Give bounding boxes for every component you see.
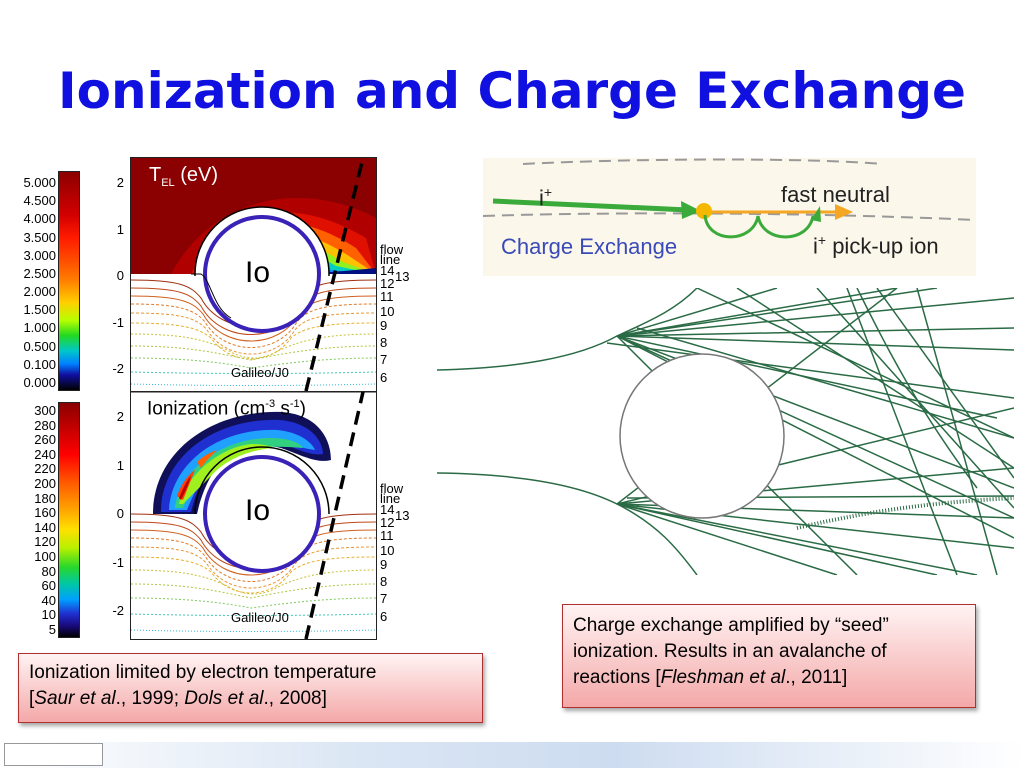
charge-exchange-diagram: i+ fast neutral Charge Exchange i+ pick-… [483,158,976,276]
bottom-panel-label: Ionization (cm-3 s-1) [147,398,306,420]
colorbar-tick: 100 [34,549,56,564]
fast-neutral-label: fast neutral [781,182,890,207]
colorbar-tick: 2.500 [23,265,56,281]
colorbar-tick: 3.500 [23,229,56,245]
flow-line-number: 13 [395,508,410,523]
flow-line-number: 7 [380,591,388,606]
colorbar-tick: 5 [48,622,56,637]
colorbar-tick: 0.000 [23,375,56,390]
colorbar-ionization [58,402,80,638]
galileo-label-top: Galileo/J0 [231,365,289,380]
flow-label: line [380,252,401,267]
y-axis-tick: -2 [112,361,124,376]
electron-temperature-panel: TEL (eV) Io Galileo/J0 [130,157,377,392]
caption-ionization: Ionization limited by electron temperatu… [18,653,483,723]
colorbar-tick: 120 [34,534,56,550]
caption-charge-exchange-line1: Charge exchange amplified by “seed” [573,615,889,636]
colorbar-tick: 3.000 [23,247,56,263]
galileo-label-bottom: Galileo/J0 [231,610,289,625]
slide-thumbnail [4,743,103,766]
flow-line-number: 6 [380,370,388,385]
flow-line-number: 7 [380,352,388,367]
colorbar-tick: 4.500 [23,193,56,209]
colorbar-tick: 220 [34,461,56,477]
ionization-panel: Ionization (cm-3 s-1) Io Galileo/J0 [130,391,377,640]
flow-label: flow [380,481,404,496]
flow-line-number: 10 [380,543,395,558]
colorbar-tick: 80 [41,563,56,579]
y-axis-tick: -2 [112,603,124,618]
colorbar-tick: 280 [34,417,56,433]
colorbar-tick: 240 [34,446,56,462]
charge-exchange-schematic [483,158,976,239]
colorbar-tick: 200 [34,476,56,491]
pickup-ion-label: i+ pick-up ion [813,232,939,259]
flow-label: line [380,491,401,506]
colorbar-tick: 60 [41,578,56,594]
flow-line-number: 14 [380,502,395,517]
flow-line-number: 8 [380,335,388,350]
flow-label: flow [380,242,404,257]
flow-line-number: 8 [380,574,388,589]
y-axis-tick: 0 [116,268,124,283]
flow-line-number: 13 [395,269,410,284]
y-axis-tick: 1 [116,457,124,473]
colorbar-tick: 0.100 [23,356,56,372]
y-axis-tick: 2 [116,175,124,190]
colorbar-tick: 140 [34,519,56,535]
top-panel-label: TEL (eV) [149,164,219,189]
colorbar-tick: 1.000 [23,320,56,336]
flow-line-number: 9 [380,557,388,572]
colorbar-tick: 4.000 [23,211,56,227]
y-axis-tick: 1 [116,221,124,237]
caption-charge-exchange-line2: ionization. Results in an avalanche of [573,641,887,662]
slide-title: Ionization and Charge Exchange [58,62,966,120]
ion-in-label: i+ [539,184,553,211]
io-label-bottom: Io [245,494,271,527]
caption-ionization-line1: Ionization limited by electron temperatu… [29,662,377,683]
colorbar-tick: 0.500 [23,338,56,354]
colorbar-tick: 180 [34,490,56,506]
y-axis-tick: -1 [112,554,124,570]
neutral-trajectories-plot [437,288,1014,575]
flow-line-number: 9 [380,318,388,333]
caption-charge-exchange: Charge exchange amplified by “seed” ioni… [562,604,976,708]
colorbar-tick: 260 [34,432,56,448]
colorbar-tick: 40 [41,592,56,608]
y-axis-tick: 0 [116,506,124,521]
colorbar-tick: 1.500 [23,302,56,318]
io-label-top: Io [245,256,271,289]
colorbar-tick: 300 [34,403,56,418]
colorbar-tick: 160 [34,505,56,521]
ionization-plot [131,392,376,639]
caption-charge-exchange-line3: reactions [Fleshman et al., 2011] [573,667,848,688]
flow-line-number: 11 [380,528,394,543]
neutral-trajectories-figure [437,288,1014,575]
y-axis-tick: 2 [116,409,124,424]
y-axis-tick: -1 [112,314,124,330]
flow-line-number: 11 [380,289,394,304]
flow-line-number: 10 [380,304,395,319]
colorbar-tick: 2.000 [23,284,56,300]
charge-exchange-title: Charge Exchange [501,234,678,259]
caption-ionization-line2: [Saur et al., 1999; Dols et al., 2008] [29,688,327,709]
colorbar-electron-temperature [58,171,80,391]
flow-line-number: 12 [380,276,395,291]
flow-line-number: 14 [380,263,395,278]
flow-line-number: 6 [380,609,388,624]
flow-line-number: 12 [380,515,395,530]
slide-footer-band [0,742,1024,768]
colorbar-tick: 5.000 [23,175,56,190]
colorbar-tick: 10 [41,607,56,623]
electron-temperature-plot [131,158,376,391]
